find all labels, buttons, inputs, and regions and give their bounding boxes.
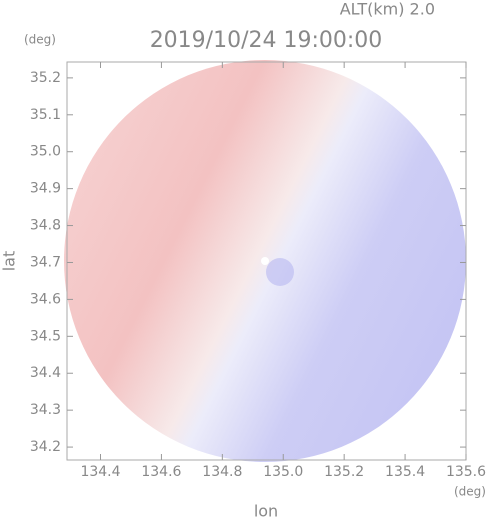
y-axis-label: lat <box>0 251 19 272</box>
y-tick-label: 35.1 <box>30 107 61 123</box>
plot-frame <box>66 61 467 461</box>
x-axis-label: lon <box>254 502 278 521</box>
y-unit: (deg) <box>24 33 56 47</box>
y-tick-label: 34.3 <box>30 402 61 418</box>
y-tick-label: 34.2 <box>30 439 61 455</box>
x-tick-label: 134.4 <box>80 464 120 480</box>
x-tick-label: 135.2 <box>324 464 364 480</box>
x-tick-label: 135.0 <box>263 464 303 480</box>
chart-title: 2019/10/24 19:00:00 <box>150 28 383 53</box>
y-tick-label: 34.6 <box>30 291 61 307</box>
y-tick-label: 34.7 <box>30 254 61 270</box>
x-tick-label: 135.4 <box>385 464 425 480</box>
x-tick-label: 134.8 <box>202 464 242 480</box>
y-tick-label: 35.0 <box>30 144 61 160</box>
y-tick-label: 34.8 <box>30 218 61 234</box>
radar-feature <box>266 258 294 286</box>
y-tick-label: 34.9 <box>30 181 61 197</box>
y-tick-label: 35.2 <box>30 70 61 86</box>
x-tick-label: 135.6 <box>446 464 486 480</box>
altitude-label: ALT(km) 2.0 <box>340 0 435 19</box>
y-tick-label: 34.4 <box>30 365 61 381</box>
y-tick-label: 34.5 <box>30 328 61 344</box>
x-tick-label: 134.6 <box>141 464 181 480</box>
x-unit: (deg) <box>454 485 486 499</box>
radar-site <box>261 257 269 265</box>
